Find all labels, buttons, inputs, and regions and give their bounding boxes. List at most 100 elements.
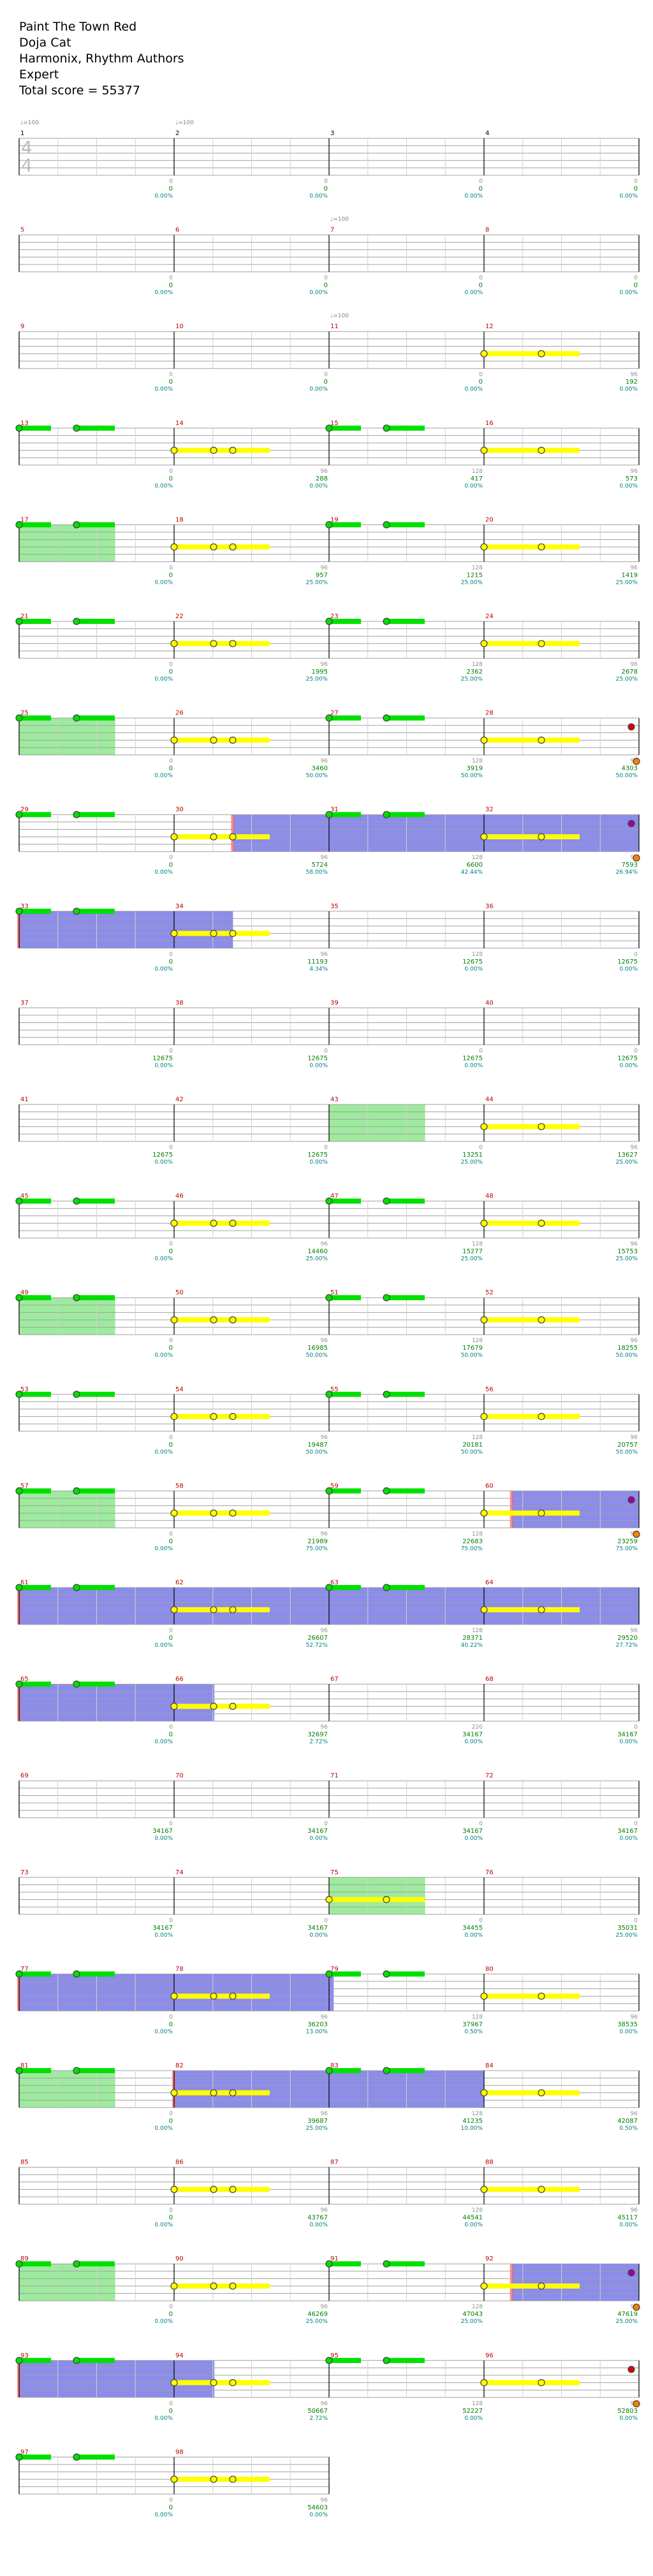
sustain-bar <box>386 715 425 721</box>
measure-number: 79 <box>330 1965 339 1972</box>
sustain-bar <box>484 834 580 839</box>
measure-number: 46 <box>175 1193 184 1200</box>
sustain-count: 0 <box>479 1145 483 1151</box>
accent-gem <box>627 2269 635 2276</box>
multiplier-percent: 0.00% <box>154 2512 173 2518</box>
sustain-count: 96 <box>321 2014 328 2020</box>
measure-number: 5 <box>20 227 24 234</box>
time-signature-numerator: 4 <box>21 137 33 158</box>
green-gem <box>325 1970 333 1978</box>
sustain-count: 128 <box>472 662 483 668</box>
yellow-gem <box>538 1992 545 2000</box>
yellow-gem <box>210 833 217 841</box>
sustain-count: 0 <box>169 2111 173 2117</box>
measure-number: 55 <box>330 1386 339 1393</box>
sustain-count: 0 <box>324 178 328 185</box>
measure-number: 57 <box>20 1482 29 1489</box>
measure-score: 34455 <box>462 1925 483 1932</box>
measure-score: 288 <box>316 475 328 482</box>
yellow-gem <box>210 1702 217 1710</box>
green-gem <box>15 521 23 529</box>
green-gem <box>325 1487 333 1494</box>
sustain-count: 0 <box>169 2401 173 2407</box>
measure-score: 0 <box>169 2504 173 2511</box>
measure-score: 1995 <box>312 669 328 676</box>
overdrive-region <box>233 814 640 852</box>
sustain-count: 128 <box>472 2401 483 2407</box>
measure-score: 0 <box>169 475 173 482</box>
measure-number: 38 <box>175 999 184 1006</box>
green-gem <box>15 2357 23 2364</box>
multiplier-percent: 0.00% <box>154 1159 173 1166</box>
measure-number: 66 <box>175 1676 184 1683</box>
sustain-bar <box>19 2261 51 2267</box>
green-gem <box>15 2260 23 2268</box>
measure-score: 16985 <box>307 1345 328 1352</box>
yellow-gem <box>480 1123 488 1131</box>
staff-row: 21000.00%2296199525.00%23128236225.00%24… <box>18 613 640 683</box>
yellow-gem <box>538 446 545 454</box>
sustain-bar <box>19 812 51 818</box>
sustain-bar <box>19 2357 51 2363</box>
cymbal-gem <box>633 757 640 765</box>
measure-score: 12675 <box>307 1055 328 1062</box>
yellow-gem <box>480 2185 488 2193</box>
measure-number: 74 <box>175 1869 184 1876</box>
measure-number: 94 <box>175 2352 184 2359</box>
yellow-gem <box>480 1606 488 1614</box>
green-gem <box>15 1294 23 1301</box>
measure-number: 83 <box>330 2062 339 2069</box>
sustain-bar <box>174 2477 270 2482</box>
green-gem <box>325 1391 333 1398</box>
measure-score: 13251 <box>462 1152 483 1159</box>
measure-number: 64 <box>485 1579 494 1586</box>
multiplier-percent: 0.00% <box>619 2222 638 2229</box>
measure-score: 0 <box>169 1635 173 1642</box>
measure-number: 80 <box>485 1965 494 1972</box>
sustain-count: 220 <box>472 1725 483 1731</box>
yellow-gem <box>229 543 237 551</box>
staff-row: 49000.00%50961698550.00%511281767950.00%… <box>18 1289 640 1359</box>
measure-score: 52803 <box>617 2408 638 2415</box>
sustain-bar <box>329 2261 361 2267</box>
multiplier-percent: 0.00% <box>309 2512 328 2518</box>
measure-score: 34167 <box>462 1828 483 1835</box>
multiplier-percent: 25.00% <box>616 2319 638 2325</box>
multiplier-percent: 50.00% <box>461 1449 483 1456</box>
measure-number: 97 <box>20 2449 29 2456</box>
sustain-count: 96 <box>631 662 638 668</box>
sustain-count: 0 <box>169 1628 173 1634</box>
yellow-gem <box>210 1992 217 2000</box>
multiplier-percent: 0.00% <box>619 193 638 199</box>
sustain-count: 0 <box>169 662 173 668</box>
sustain-count: 0 <box>324 1048 328 1054</box>
overdrive-edge <box>231 814 235 852</box>
measure-score: 0 <box>634 185 638 192</box>
yellow-gem <box>229 2282 237 2290</box>
sustain-count: 0 <box>324 275 328 282</box>
sustain-bar <box>19 715 51 721</box>
multiplier-percent: 50.00% <box>616 1449 638 1456</box>
measure-score: 39687 <box>307 2118 328 2125</box>
multiplier-percent: 0.00% <box>464 193 483 199</box>
measure-number: 32 <box>485 806 494 813</box>
measure-number: 33 <box>20 903 29 910</box>
accent-gem <box>627 1496 635 1503</box>
sustain-count: 96 <box>631 1628 638 1634</box>
yellow-gem <box>538 1509 545 1517</box>
measure-number: 98 <box>175 2449 184 2456</box>
multiplier-percent: 2.72% <box>309 2415 328 2422</box>
sustain-bar <box>77 1488 115 1494</box>
measure-number: 60 <box>485 1482 494 1489</box>
green-gem <box>325 1294 333 1301</box>
sustain-count: 0 <box>169 952 173 958</box>
measure-number: 90 <box>175 2255 184 2262</box>
sustain-count: 0 <box>169 1531 173 1537</box>
yellow-gem <box>210 1413 217 1421</box>
green-gem <box>15 1584 23 1591</box>
green-gem <box>383 618 390 625</box>
measure-score: 34167 <box>617 1828 638 1835</box>
green-gem <box>325 521 333 529</box>
measure-number: 48 <box>485 1193 494 1200</box>
sustain-count: 96 <box>321 758 328 765</box>
